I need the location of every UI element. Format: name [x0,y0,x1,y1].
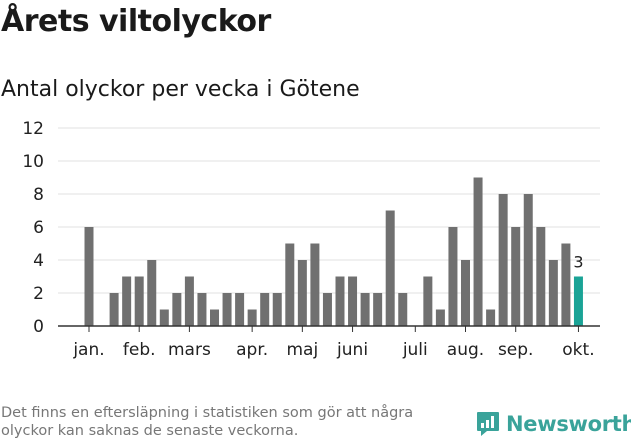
bar [285,243,295,326]
x-tick-label: apr. [236,340,268,360]
bar [348,276,358,326]
data-label-latest: 3 [573,253,583,272]
bar [272,293,282,326]
x-tick-label: okt. [562,340,594,360]
bar [134,276,144,326]
y-tick-label: 4 [33,251,44,271]
bar [184,276,194,326]
bar [548,260,558,326]
footnote: Det finns en eftersläpning i statistiken… [1,405,414,439]
bar [360,293,370,326]
y-tick-label: 0 [33,317,44,337]
bar [84,227,94,326]
x-tick-label: aug. [447,340,484,360]
bar [109,293,119,326]
bar [448,227,458,326]
bar [511,227,521,326]
bars [84,177,583,326]
x-tick-label: sep. [498,340,534,360]
bar [247,309,257,326]
y-tick-label: 10 [22,152,44,172]
brand-logo-link[interactable]: Newsworthy [476,408,631,440]
bar [172,293,182,326]
x-axis-ticks: jan. feb. mars apr. maj juni juli aug. sep. okt. [72,326,595,360]
bar [435,309,445,326]
bar-chart: 0 2 4 6 8 10 12 jan. feb. mars apr. maj juni juli aug… [22,119,600,360]
x-tick-label: maj [286,340,318,360]
bar [461,260,470,326]
y-tick-label: 2 [33,284,44,304]
newsworthy-logo-icon [477,412,499,436]
bar [310,243,320,326]
bar [373,293,383,326]
bar [159,309,169,326]
chart-title: Årets viltolyckor [1,4,271,39]
y-tick-label: 6 [33,218,44,238]
bar [322,293,332,326]
bar [210,309,219,326]
bar-highlight [573,276,583,326]
bar [297,260,307,326]
bar [385,210,395,326]
bar [335,276,345,326]
y-axis-ticks: 0 2 4 6 8 10 12 [22,119,44,337]
bar [423,276,433,326]
bar [222,293,232,326]
bar [486,309,496,326]
bar [260,293,270,326]
x-tick-label: juni [336,340,368,360]
bar [473,177,483,326]
bar [122,276,132,326]
bar [536,227,546,326]
y-tick-label: 12 [22,119,44,139]
bar [561,243,571,326]
bar [498,194,508,326]
y-tick-label: 8 [33,185,44,205]
data-labels: 3 [573,253,583,272]
x-tick-label: jan. [72,340,104,360]
bar [398,293,408,326]
x-tick-label: mars [168,340,211,360]
bar [147,260,157,326]
x-tick-label: feb. [123,340,156,360]
bar [197,293,207,326]
brand-name: Newsworthy [506,412,631,436]
chart-subtitle: Antal olyckor per vecka i Götene [1,77,360,102]
bar [235,293,245,326]
x-tick-label: juli [402,340,428,360]
bar [523,194,533,326]
